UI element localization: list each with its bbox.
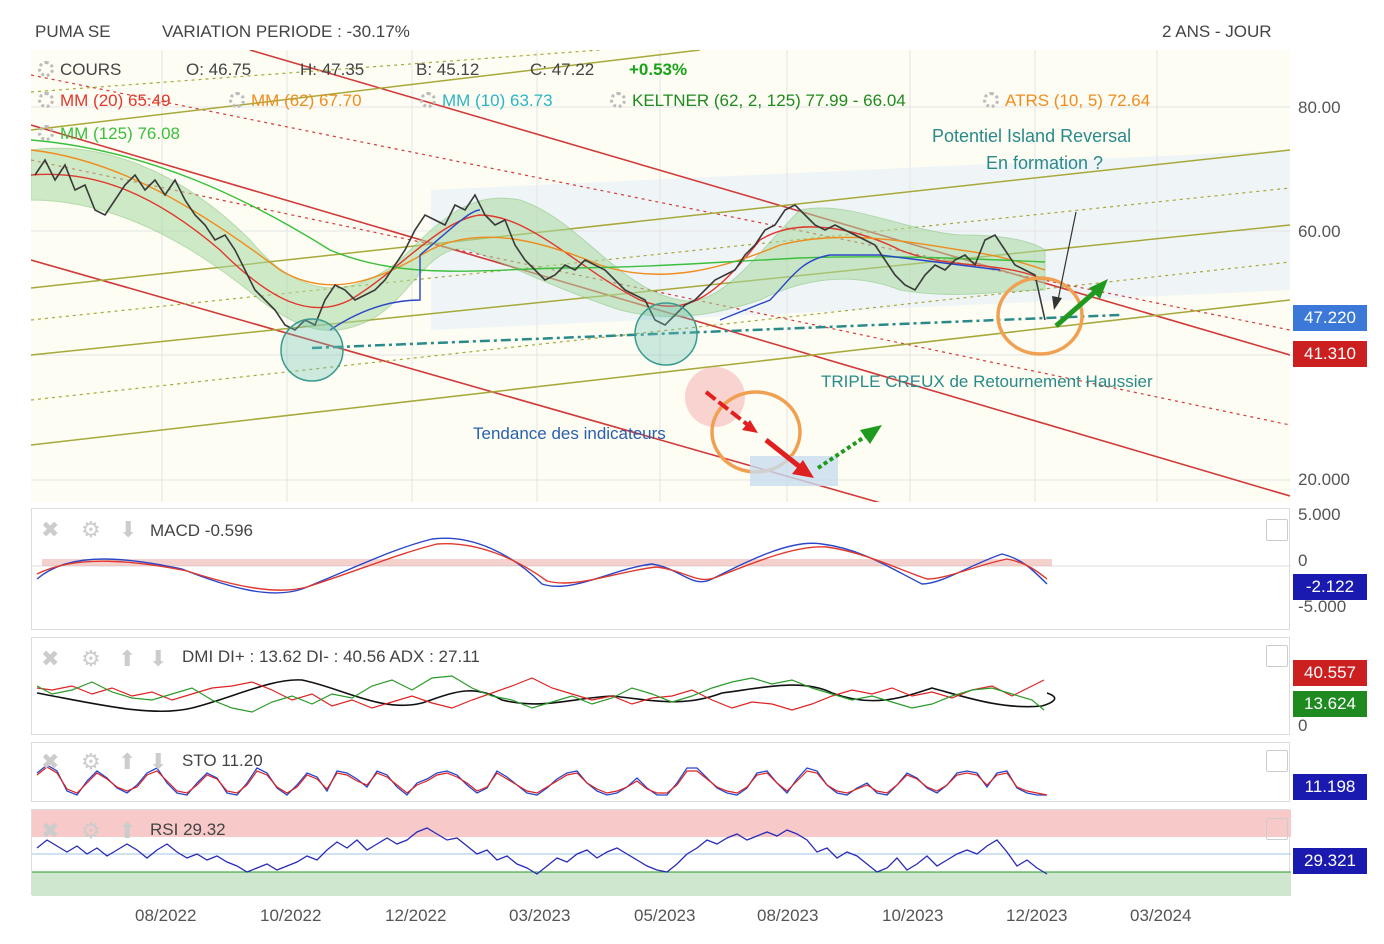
macd-tick: 0 bbox=[1298, 551, 1308, 570]
symbol-title: PUMA SE bbox=[35, 22, 111, 41]
sto-panel[interactable]: ✖ ⚙ ⬆ ⬇ STO 11.20 bbox=[31, 742, 1290, 802]
y-tick: 80.00 bbox=[1298, 98, 1341, 117]
macd-tick: -5.000 bbox=[1298, 597, 1347, 616]
gear-icon[interactable] bbox=[983, 92, 999, 108]
y-tick: 60.00 bbox=[1298, 222, 1341, 241]
indicator-label: MM (10) 63.73 bbox=[442, 91, 553, 110]
indicator-mm125[interactable]: MM (125) 76.08 bbox=[38, 124, 180, 144]
macd-label: MACD -0.596 bbox=[150, 521, 253, 540]
sto-tag: 11.198 bbox=[1293, 774, 1367, 800]
triple-annotation: TRIPLE CREUX de Retournement Haussier bbox=[821, 372, 1153, 391]
indicator-label: MM (62) 67.70 bbox=[251, 91, 362, 110]
indicator-label: MM (125) 76.08 bbox=[60, 124, 180, 143]
rsi-panel[interactable]: ✖ ⚙ ⬆ RSI 29.32 bbox=[31, 809, 1291, 896]
arrow-down-icon[interactable]: ⬇ bbox=[149, 646, 168, 671]
gear-icon[interactable] bbox=[610, 92, 626, 108]
arrow-up-icon[interactable]: ⬆ bbox=[118, 818, 137, 843]
close-icon[interactable]: ✖ bbox=[41, 749, 60, 774]
x-tick: 08/2023 bbox=[757, 906, 819, 925]
gear-icon[interactable] bbox=[420, 92, 436, 108]
indicator-mm10[interactable]: MM (10) 63.73 bbox=[420, 91, 553, 111]
indicator-label: MM (20) 65.49 bbox=[60, 91, 171, 110]
mm20-line bbox=[31, 173, 1046, 309]
close-icon[interactable]: ✖ bbox=[41, 517, 60, 542]
gear-icon[interactable] bbox=[38, 61, 54, 77]
price-tag-resistance: 41.310 bbox=[1293, 341, 1367, 367]
island-annotation-2: En formation ? bbox=[986, 153, 1104, 173]
y-tick: 20.000 bbox=[1298, 470, 1350, 489]
sto-value: 11.20 bbox=[221, 751, 263, 770]
close-icon[interactable]: ✖ bbox=[41, 818, 60, 843]
sto-label: STO 11.20 bbox=[182, 751, 263, 770]
change-value: +0.53% bbox=[629, 60, 688, 79]
arrow-up-icon[interactable]: ⬆ bbox=[118, 749, 137, 774]
dmi-values: DI+ : 13.62 DI- : 40.56 ADX : 27.11 bbox=[217, 647, 480, 666]
indicator-mm20[interactable]: MM (20) 65.49 bbox=[38, 91, 171, 111]
close-value: C: 47.22 bbox=[530, 60, 595, 79]
dmi-tag-minus: 40.557 bbox=[1293, 660, 1367, 686]
x-tick: 03/2023 bbox=[509, 906, 571, 925]
x-tick: 12/2022 bbox=[385, 906, 447, 925]
indicator-label: ATRS (10, 5) 72.64 bbox=[1005, 91, 1151, 110]
x-tick: 05/2023 bbox=[634, 906, 696, 925]
dmi-label: DMI DI+ : 13.62 DI- : 40.56 ADX : 27.11 bbox=[182, 647, 480, 666]
arrow-down-icon[interactable]: ⬇ bbox=[119, 517, 138, 542]
quote-row: COURS bbox=[38, 60, 121, 80]
mm125-line bbox=[31, 139, 1046, 272]
tendance-annotation: Tendance des indicateurs bbox=[473, 424, 666, 443]
cours-label: COURS bbox=[60, 60, 122, 79]
gear-icon[interactable] bbox=[38, 92, 54, 108]
dmi-tick: 0 bbox=[1298, 716, 1308, 735]
x-tick: 03/2024 bbox=[1130, 906, 1192, 925]
high-value: H: 47.35 bbox=[300, 60, 365, 79]
macd-checkbox[interactable] bbox=[1266, 519, 1288, 541]
macd-tick: 5.000 bbox=[1298, 505, 1341, 524]
indicator-atrs[interactable]: ATRS (10, 5) 72.64 bbox=[983, 91, 1150, 111]
island-annotation: Potentiel Island Reversal bbox=[932, 126, 1132, 146]
indicator-label: KELTNER (62, 2, 125) 77.99 - 66.04 bbox=[632, 91, 906, 110]
macd-tag: -2.122 bbox=[1293, 574, 1367, 600]
close-icon[interactable]: ✖ bbox=[41, 646, 60, 671]
x-tick: 10/2023 bbox=[882, 906, 944, 925]
mm62-line bbox=[31, 149, 1046, 286]
gear-icon[interactable] bbox=[229, 92, 245, 108]
x-tick: 10/2022 bbox=[260, 906, 322, 925]
gear-icon[interactable]: ⚙ bbox=[81, 517, 101, 542]
x-tick: 12/2023 bbox=[1006, 906, 1068, 925]
atrs-line bbox=[329, 209, 1001, 331]
x-tick: 08/2022 bbox=[135, 906, 197, 925]
low-value: B: 45.12 bbox=[416, 60, 480, 79]
variation-label: VARIATION PERIODE : -30.17% bbox=[162, 22, 410, 41]
rsi-value: 29.32 bbox=[183, 820, 226, 839]
price-line bbox=[34, 158, 1046, 331]
sto-checkbox[interactable] bbox=[1266, 750, 1288, 772]
price-tag-current: 47.220 bbox=[1293, 305, 1367, 331]
rsi-tag: 29.321 bbox=[1293, 848, 1367, 874]
open-value: O: 46.75 bbox=[186, 60, 252, 79]
gear-icon[interactable] bbox=[38, 125, 54, 141]
dmi-panel[interactable]: ✖ ⚙ ⬆ ⬇ DMI DI+ : 13.62 DI- : 40.56 ADX … bbox=[31, 637, 1290, 735]
gear-icon[interactable]: ⚙ bbox=[81, 818, 101, 843]
indicator-keltner[interactable]: KELTNER (62, 2, 125) 77.99 - 66.04 bbox=[610, 91, 906, 111]
macd-panel[interactable]: ✖ ⚙ ⬇ MACD -0.596 bbox=[31, 508, 1291, 630]
gear-icon[interactable]: ⚙ bbox=[81, 749, 101, 774]
arrow-up-icon[interactable]: ⬆ bbox=[118, 646, 137, 671]
dmi-tag-plus: 13.624 bbox=[1293, 691, 1367, 717]
rsi-label: RSI 29.32 bbox=[150, 820, 226, 839]
gear-icon[interactable]: ⚙ bbox=[81, 646, 101, 671]
arrow-down-icon[interactable]: ⬇ bbox=[149, 749, 168, 774]
macd-value: -0.596 bbox=[204, 521, 253, 540]
period-label[interactable]: 2 ANS - JOUR bbox=[1162, 22, 1272, 41]
indicator-mm62[interactable]: MM (62) 67.70 bbox=[229, 91, 362, 111]
dmi-checkbox[interactable] bbox=[1266, 645, 1288, 667]
rsi-checkbox[interactable] bbox=[1266, 818, 1288, 840]
